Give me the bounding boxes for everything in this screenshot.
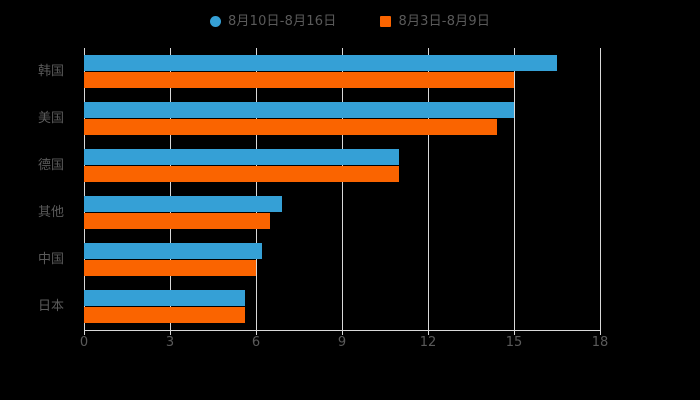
y-axis-label-中国: 中国 bbox=[37, 251, 64, 267]
y-axis-label-美国: 美国 bbox=[37, 110, 64, 126]
bar-韩国-series-2[interactable] bbox=[84, 72, 514, 88]
x-tick-label-6: 6 bbox=[251, 335, 261, 350]
x-tick-label-3: 3 bbox=[165, 335, 175, 350]
y-axis-label-其他: 其他 bbox=[37, 204, 64, 220]
x-tick-mark bbox=[170, 330, 171, 335]
legend-marker-circle-icon bbox=[209, 15, 221, 27]
legend-item-series-1[interactable]: 8月10日-8月16日 bbox=[209, 13, 337, 29]
chart-legend: 8月10日-8月16日 8月3日-8月9日 bbox=[0, 10, 700, 32]
x-tick-label-9: 9 bbox=[337, 335, 347, 350]
bar-其他-series-2[interactable] bbox=[84, 213, 271, 229]
legend-label-series-1: 8月10日-8月16日 bbox=[227, 13, 337, 29]
x-tick-mark bbox=[256, 330, 257, 335]
legend-label-series-2: 8月3日-8月9日 bbox=[398, 13, 491, 29]
bar-德国-series-1[interactable] bbox=[84, 149, 400, 165]
x-tick-mark bbox=[514, 330, 515, 335]
y-axis-label-德国: 德国 bbox=[37, 157, 64, 173]
x-tick-label-12: 12 bbox=[419, 335, 437, 350]
gridline bbox=[256, 48, 257, 330]
gridline bbox=[514, 48, 515, 330]
x-axis-tick-labels: 0 3 6 9 12 15 18 bbox=[0, 336, 700, 356]
bar-美国-series-1[interactable] bbox=[84, 102, 514, 118]
gridline bbox=[428, 48, 429, 330]
bar-日本-series-2[interactable] bbox=[84, 307, 245, 323]
bars-layer bbox=[84, 48, 600, 330]
y-axis-label-韩国: 韩国 bbox=[37, 63, 64, 79]
plot-area bbox=[84, 48, 601, 330]
x-tick-label-15: 15 bbox=[505, 335, 523, 350]
x-tick-mark bbox=[84, 330, 85, 335]
bar-其他-series-1[interactable] bbox=[84, 196, 282, 212]
bar-中国-series-1[interactable] bbox=[84, 243, 262, 259]
gridline bbox=[600, 48, 601, 330]
y-axis-category-labels: 韩国美国德国其他中国日本 bbox=[0, 48, 76, 330]
bar-德国-series-2[interactable] bbox=[84, 166, 400, 182]
bar-美国-series-2[interactable] bbox=[84, 119, 497, 135]
bar-韩国-series-1[interactable] bbox=[84, 55, 557, 71]
bar-日本-series-1[interactable] bbox=[84, 290, 245, 306]
x-tick-label-0: 0 bbox=[79, 335, 89, 350]
x-tick-mark bbox=[342, 330, 343, 335]
legend-marker-square-icon bbox=[380, 15, 392, 27]
y-axis-label-日本: 日本 bbox=[37, 298, 64, 314]
legend-item-series-2[interactable]: 8月3日-8月9日 bbox=[380, 15, 490, 28]
x-tick-mark bbox=[428, 330, 429, 335]
gridline bbox=[342, 48, 343, 330]
gridline bbox=[84, 48, 85, 330]
x-tick-mark bbox=[600, 330, 601, 335]
gridline bbox=[170, 48, 171, 330]
x-tick-label-18: 18 bbox=[591, 335, 609, 350]
bar-中国-series-2[interactable] bbox=[84, 260, 256, 276]
